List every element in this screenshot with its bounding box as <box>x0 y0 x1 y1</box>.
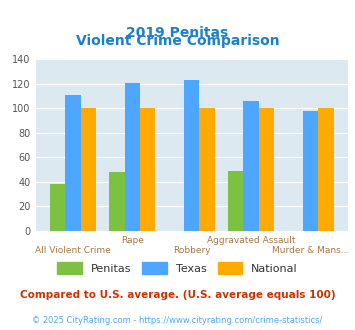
Bar <box>125 83 140 231</box>
Text: Violent Crime Comparison: Violent Crime Comparison <box>76 34 279 48</box>
Bar <box>184 80 200 231</box>
Bar <box>200 109 215 231</box>
Text: Aggravated Assault: Aggravated Assault <box>207 236 295 245</box>
Text: Murder & Mans...: Murder & Mans... <box>272 246 349 255</box>
Bar <box>259 109 274 231</box>
Bar <box>318 109 334 231</box>
Bar <box>81 109 96 231</box>
Bar <box>109 172 125 231</box>
Bar <box>244 101 259 231</box>
Text: © 2025 CityRating.com - https://www.cityrating.com/crime-statistics/: © 2025 CityRating.com - https://www.city… <box>32 315 323 325</box>
Bar <box>50 184 65 231</box>
Bar <box>65 95 81 231</box>
Text: All Violent Crime: All Violent Crime <box>35 246 111 255</box>
Text: Rape: Rape <box>121 236 144 245</box>
Text: 2019 Penitas: 2019 Penitas <box>126 26 229 40</box>
Bar <box>140 109 155 231</box>
Bar <box>228 171 244 231</box>
Text: Robbery: Robbery <box>173 246 211 255</box>
Bar <box>303 111 318 231</box>
Text: Compared to U.S. average. (U.S. average equals 100): Compared to U.S. average. (U.S. average … <box>20 290 335 300</box>
Legend: Penitas, Texas, National: Penitas, Texas, National <box>53 258 302 278</box>
